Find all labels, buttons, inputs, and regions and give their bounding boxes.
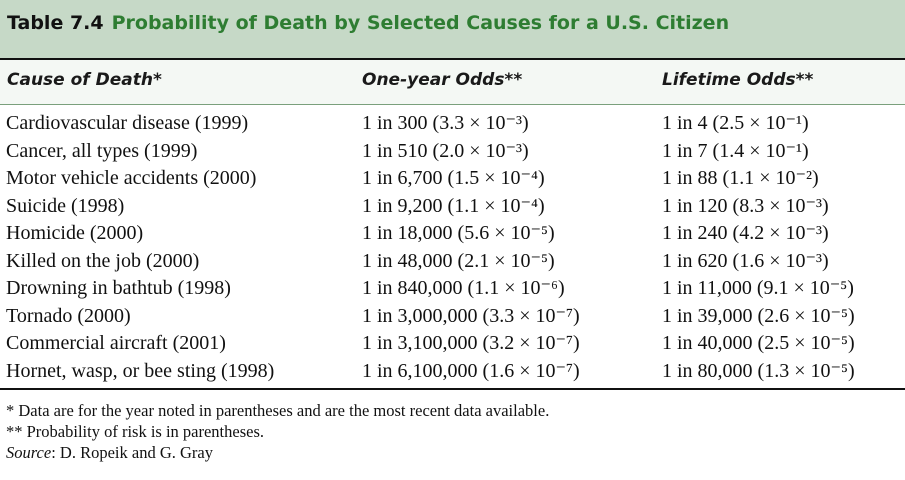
cause-cell: Drowning in bathtub (1998) bbox=[6, 277, 231, 299]
table-title: Table 7.4 Probability of Death by Selecte… bbox=[7, 12, 729, 34]
lifetime-cell: 1 in 88 (1.1 × 10⁻²) bbox=[662, 167, 819, 189]
lifetime-cell: 1 in 39,000 (2.6 × 10⁻⁵) bbox=[662, 304, 855, 327]
lifetime-cell: 1 in 40,000 (2.5 × 10⁻⁵) bbox=[662, 332, 855, 354]
cause-cell: Homicide (2000) bbox=[6, 222, 144, 244]
table-notes: * Data are for the year noted in parenth… bbox=[6, 400, 549, 463]
one-year-cell: 1 in 9,200 (1.1 × 10⁻⁴) bbox=[362, 194, 545, 217]
footnote-data-year: * Data are for the year noted in parenth… bbox=[6, 401, 550, 420]
table-row: Tornado (2000) 1 in 3,000,000 (3.3 × 10⁻… bbox=[0, 303, 905, 331]
one-year-cell: 1 in 6,100,000 (1.6 × 10⁻⁷) bbox=[362, 359, 580, 382]
table-row: Homicide (2000) 1 in 18,000 (5.6 × 10⁻⁵)… bbox=[0, 220, 905, 248]
footnote-probability: ** Probability of risk is in parentheses… bbox=[6, 422, 265, 441]
lifetime-cell: 1 in 620 (1.6 × 10⁻³) bbox=[662, 249, 829, 272]
table-name: Probability of Death by Selected Causes … bbox=[111, 12, 730, 34]
one-year-cell: 1 in 510 (2.0 × 10⁻³) bbox=[362, 139, 529, 162]
table-row: Cancer, all types (1999) 1 in 510 (2.0 ×… bbox=[0, 138, 905, 166]
lifetime-cell: 1 in 80,000 (1.3 × 10⁻⁵) bbox=[662, 359, 855, 382]
table-row: Cardiovascular disease (1999) 1 in 300 (… bbox=[0, 110, 905, 138]
table-number: Table 7.4 bbox=[7, 12, 104, 34]
table-header-row: Cause of Death* One-year Odds** Lifetime… bbox=[0, 60, 905, 105]
table-row: Suicide (1998) 1 in 9,200 (1.1 × 10⁻⁴) 1… bbox=[0, 193, 905, 221]
cause-cell: Cancer, all types (1999) bbox=[6, 139, 198, 162]
table-bottom-rule bbox=[0, 388, 905, 390]
one-year-cell: 1 in 3,100,000 (3.2 × 10⁻⁷) bbox=[362, 332, 580, 354]
table-row: Drowning in bathtub (1998) 1 in 840,000 … bbox=[0, 275, 905, 303]
one-year-cell: 1 in 840,000 (1.1 × 10⁻⁶) bbox=[362, 277, 565, 299]
table-row: Motor vehicle accidents (2000) 1 in 6,70… bbox=[0, 165, 905, 193]
source-text: : D. Ropeik and G. Gray bbox=[51, 443, 213, 462]
table-body: Cardiovascular disease (1999) 1 in 300 (… bbox=[0, 110, 905, 385]
header-cause: Cause of Death* bbox=[7, 70, 162, 90]
cause-cell: Motor vehicle accidents (2000) bbox=[6, 167, 257, 189]
source-line: Source: D. Ropeik and G. Gray bbox=[6, 442, 549, 463]
cause-cell: Killed on the job (2000) bbox=[6, 249, 200, 272]
lifetime-cell: 1 in 4 (2.5 × 10⁻¹) bbox=[662, 112, 809, 134]
cause-cell: Commercial aircraft (2001) bbox=[6, 332, 226, 354]
header-one-year: One-year Odds** bbox=[362, 70, 523, 90]
table-title-bar: Table 7.4 Probability of Death by Selecte… bbox=[0, 0, 905, 60]
table-row: Commercial aircraft (2001) 1 in 3,100,00… bbox=[0, 330, 905, 358]
cause-cell: Suicide (1998) bbox=[6, 194, 125, 217]
lifetime-cell: 1 in 240 (4.2 × 10⁻³) bbox=[662, 222, 829, 244]
one-year-cell: 1 in 300 (3.3 × 10⁻³) bbox=[362, 112, 529, 134]
lifetime-cell: 1 in 7 (1.4 × 10⁻¹) bbox=[662, 139, 809, 162]
cause-cell: Hornet, wasp, or bee sting (1998) bbox=[6, 359, 275, 382]
one-year-cell: 1 in 48,000 (2.1 × 10⁻⁵) bbox=[362, 249, 555, 272]
cause-cell: Tornado (2000) bbox=[6, 304, 131, 327]
source-label: Source bbox=[6, 443, 52, 462]
cause-cell: Cardiovascular disease (1999) bbox=[6, 112, 249, 134]
one-year-cell: 1 in 18,000 (5.6 × 10⁻⁵) bbox=[362, 222, 555, 244]
table-row: Hornet, wasp, or bee sting (1998) 1 in 6… bbox=[0, 358, 905, 386]
one-year-cell: 1 in 6,700 (1.5 × 10⁻⁴) bbox=[362, 167, 545, 189]
one-year-cell: 1 in 3,000,000 (3.3 × 10⁻⁷) bbox=[362, 304, 580, 327]
lifetime-cell: 1 in 11,000 (9.1 × 10⁻⁵) bbox=[662, 277, 854, 299]
table-row: Killed on the job (2000) 1 in 48,000 (2.… bbox=[0, 248, 905, 276]
lifetime-cell: 1 in 120 (8.3 × 10⁻³) bbox=[662, 194, 829, 217]
header-lifetime: Lifetime Odds** bbox=[662, 70, 814, 90]
